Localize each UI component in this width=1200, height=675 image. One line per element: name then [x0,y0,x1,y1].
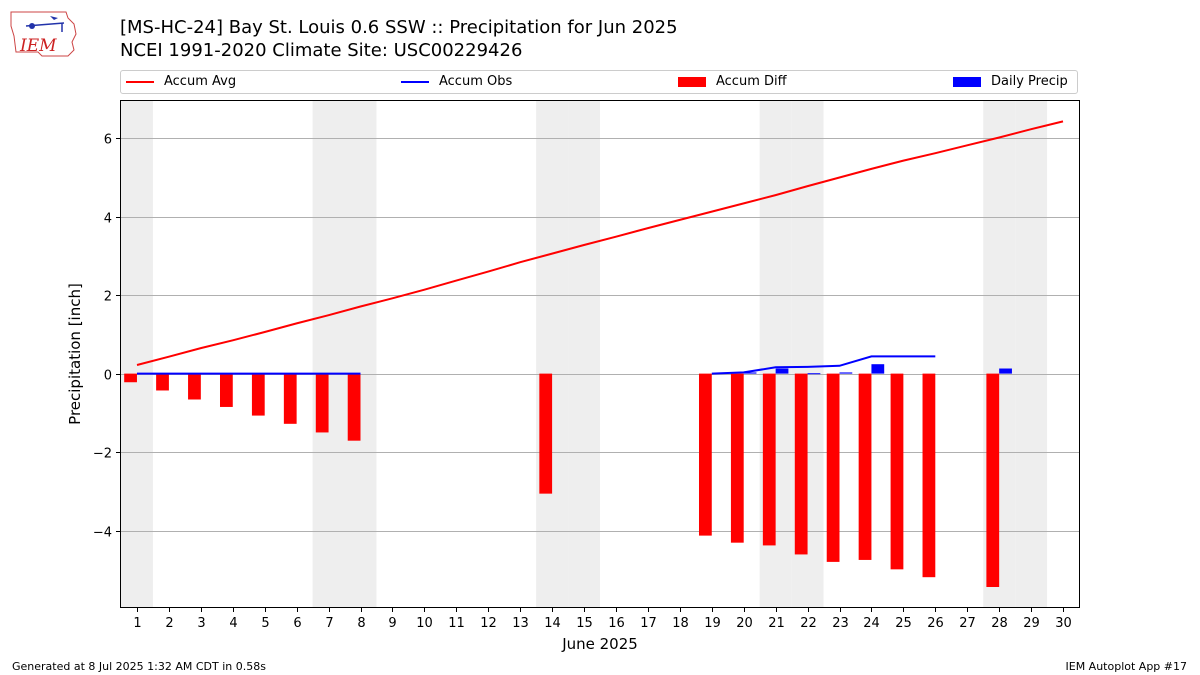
accum-diff-bar [826,373,840,562]
x-tick-label: 21 [768,616,785,631]
x-tick-label: 3 [197,616,205,631]
x-tick-label: 9 [388,616,396,631]
legend: Accum Avg Accum Obs Accum Diff Daily Pre… [120,70,1078,94]
x-tick-label: 24 [863,616,880,631]
weekend-shading [121,101,1048,607]
bars [124,364,1012,587]
daily-precip-bar [871,364,885,374]
x-tick-label: 7 [325,616,333,631]
accum-diff-bar [315,373,329,433]
x-tick-label: 22 [800,616,817,631]
footer-generated: Generated at 8 Jul 2025 1:32 AM CDT in 0… [12,660,266,673]
legend-item-accum-avg: Accum Avg [126,74,236,89]
x-tick-label: 29 [1023,616,1040,631]
x-tick-label: 1 [133,616,141,631]
iem-logo-text: IEM [19,36,57,56]
weekend-shade-day-8 [344,101,377,607]
legend-item-daily-precip: Daily Precip [953,74,1068,89]
x-tick-label: 25 [895,616,912,631]
chart-title: [MS-HC-24] Bay St. Louis 0.6 SSW :: Prec… [120,17,678,38]
x-tick-label: 11 [448,616,465,631]
legend-swatch-accum-obs [401,80,429,83]
accum-diff-bar [986,373,1000,587]
x-tick-label: 30 [1055,616,1072,631]
x-tick-label: 26 [927,616,944,631]
chart-subtitle: NCEI 1991-2020 Climate Site: USC00229426 [120,40,523,61]
legend-label-accum-diff: Accum Diff [716,74,787,89]
accum-diff-bar [890,373,904,570]
daily-precip-bar [839,372,853,374]
daily-precip-bar [999,368,1012,374]
x-tick-label: 23 [832,616,849,631]
accum-diff-bar [156,373,169,391]
accum-diff-bar [124,373,137,383]
weekend-shade-day-15 [568,101,600,607]
x-tick-label: 19 [704,616,721,631]
x-tick-label: 5 [261,616,269,631]
legend-item-accum-obs: Accum Obs [401,74,512,89]
x-tick-label: 14 [544,616,561,631]
y-tick-label: 4 [104,212,112,227]
accum-diff-bar [539,373,553,494]
y-tick-label: 6 [104,133,112,148]
accum-diff-bar [347,373,361,441]
y-tick-label: 0 [104,369,112,384]
accum-diff-bar [698,373,712,536]
x-tick-label: 13 [512,616,529,631]
accum-diff-bar [794,373,808,555]
x-tick-label: 10 [416,616,433,631]
x-tick-label: 28 [991,616,1008,631]
accum-diff-bar [922,373,936,578]
y-tick-label: −2 [93,447,112,462]
x-axis-label: June 2025 [561,635,638,653]
daily-precip-bar [775,368,789,374]
accum-diff-bar [188,373,201,400]
x-tick-label: 8 [357,616,365,631]
legend-swatch-accum-diff [678,76,706,87]
legend-swatch-daily-precip [953,76,981,87]
legend-label-accum-obs: Accum Obs [439,74,513,89]
accum-diff-bar [283,373,297,424]
x-tick-label: 16 [608,616,625,631]
x-tick-label: 12 [480,616,497,631]
x-tick-label: 27 [959,616,976,631]
x-tick-label: 4 [229,616,237,631]
accum-diff-bar [730,373,744,543]
weekend-shade-day-29 [1015,101,1048,607]
x-tick-label: 2 [165,616,173,631]
footer-app: IEM Autoplot App #17 [1065,660,1188,673]
iem-logo: IEM [10,11,77,57]
plot-frame [120,100,1080,608]
y-axis-label: Precipitation [inch] [66,283,84,425]
accum-diff-bar [858,373,872,560]
legend-item-accum-diff: Accum Diff [678,74,787,89]
daily-precip-bar [807,373,821,375]
legend-label-accum-avg: Accum Avg [164,74,237,89]
x-tick-label: 18 [672,616,689,631]
daily-precip-bar [743,372,757,374]
legend-label-daily-precip: Daily Precip [991,74,1068,89]
weekend-shade-day-1 [121,101,153,607]
accum-diff-bar [219,373,233,407]
accum-avg-line [136,120,1064,366]
legend-swatch-accum-avg [126,80,154,83]
accum-diff-bar [762,373,776,546]
x-tick-label: 6 [293,616,301,631]
y-tick-label: −4 [93,526,112,541]
x-tick-label: 15 [576,616,593,631]
weekend-shade-day-14 [536,101,569,607]
series-lines [136,120,1064,375]
accum-obs-line [711,355,936,375]
x-tick-label: 17 [640,616,657,631]
x-tick-label: 20 [736,616,753,631]
y-tick-label: 2 [104,290,112,305]
weekend-shade-day-7 [312,101,345,607]
accum-diff-bar [251,373,265,416]
